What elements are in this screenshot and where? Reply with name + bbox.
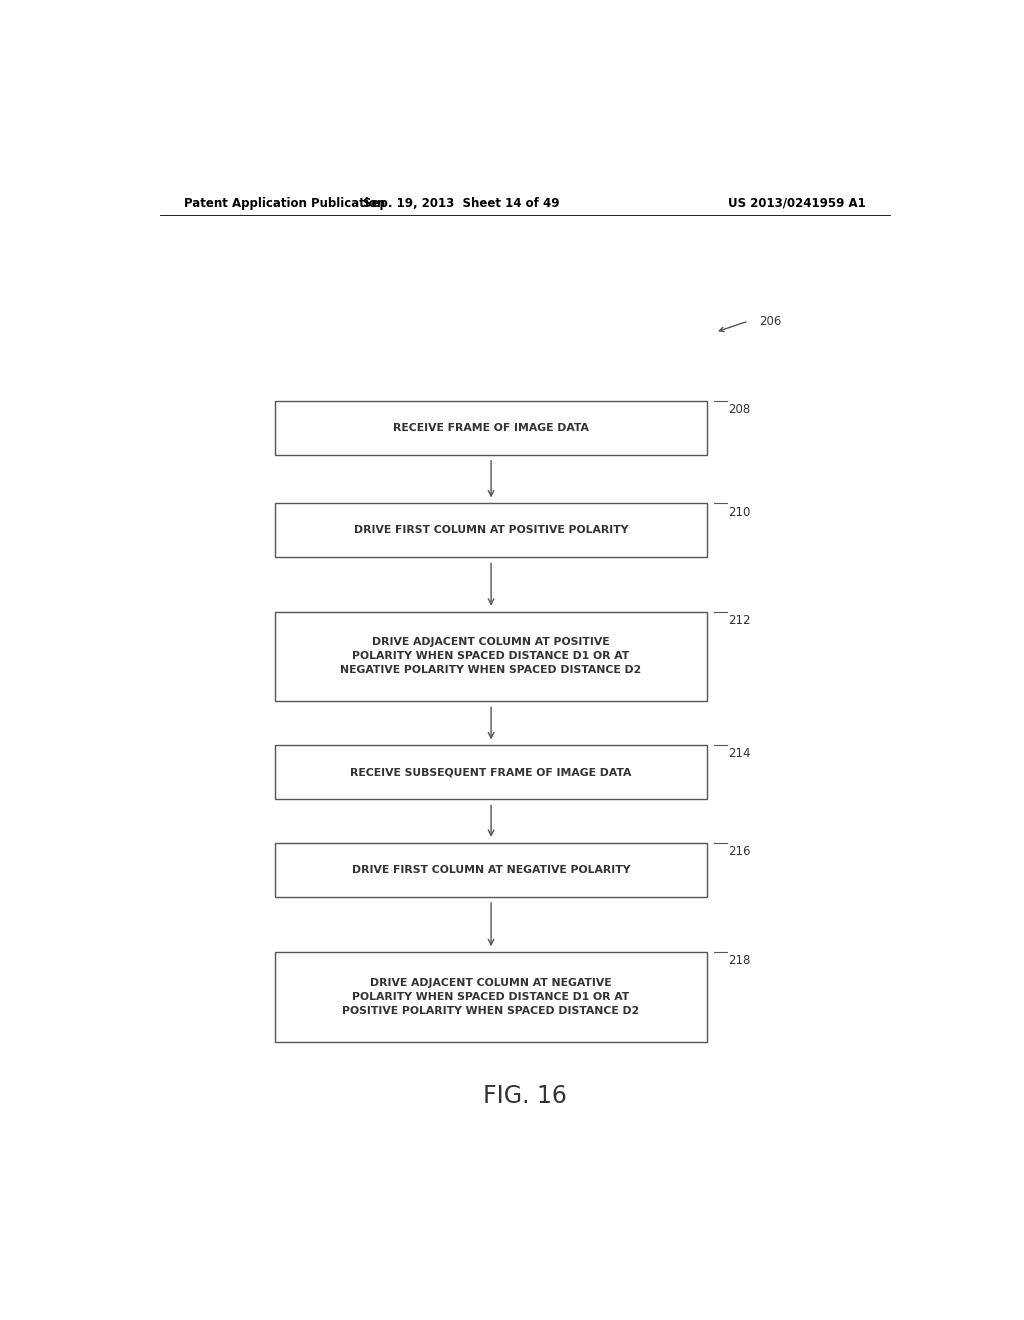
Text: 210: 210 bbox=[728, 506, 751, 519]
Text: DRIVE ADJACENT COLUMN AT POSITIVE
POLARITY WHEN SPACED DISTANCE D1 OR AT
NEGATIV: DRIVE ADJACENT COLUMN AT POSITIVE POLARI… bbox=[340, 638, 642, 676]
Text: 208: 208 bbox=[728, 403, 751, 416]
Text: RECEIVE SUBSEQUENT FRAME OF IMAGE DATA: RECEIVE SUBSEQUENT FRAME OF IMAGE DATA bbox=[350, 767, 632, 777]
Text: DRIVE FIRST COLUMN AT POSITIVE POLARITY: DRIVE FIRST COLUMN AT POSITIVE POLARITY bbox=[354, 525, 629, 536]
Text: 218: 218 bbox=[728, 954, 751, 968]
Text: 216: 216 bbox=[728, 845, 751, 858]
Bar bbox=[274, 503, 708, 557]
Text: DRIVE ADJACENT COLUMN AT NEGATIVE
POLARITY WHEN SPACED DISTANCE D1 OR AT
POSITIV: DRIVE ADJACENT COLUMN AT NEGATIVE POLARI… bbox=[342, 978, 640, 1016]
Bar bbox=[274, 401, 708, 454]
Text: 214: 214 bbox=[728, 747, 751, 760]
Text: RECEIVE FRAME OF IMAGE DATA: RECEIVE FRAME OF IMAGE DATA bbox=[393, 422, 589, 433]
Bar bbox=[274, 746, 708, 799]
Text: Patent Application Publication: Patent Application Publication bbox=[183, 197, 385, 210]
Bar bbox=[274, 843, 708, 896]
Text: 206: 206 bbox=[759, 314, 781, 327]
Bar bbox=[274, 952, 708, 1041]
Text: FIG. 16: FIG. 16 bbox=[483, 1084, 566, 1107]
Text: Sep. 19, 2013  Sheet 14 of 49: Sep. 19, 2013 Sheet 14 of 49 bbox=[364, 197, 559, 210]
Text: 212: 212 bbox=[728, 614, 751, 627]
Bar bbox=[274, 611, 708, 701]
Text: DRIVE FIRST COLUMN AT NEGATIVE POLARITY: DRIVE FIRST COLUMN AT NEGATIVE POLARITY bbox=[352, 865, 631, 875]
Text: US 2013/0241959 A1: US 2013/0241959 A1 bbox=[728, 197, 866, 210]
